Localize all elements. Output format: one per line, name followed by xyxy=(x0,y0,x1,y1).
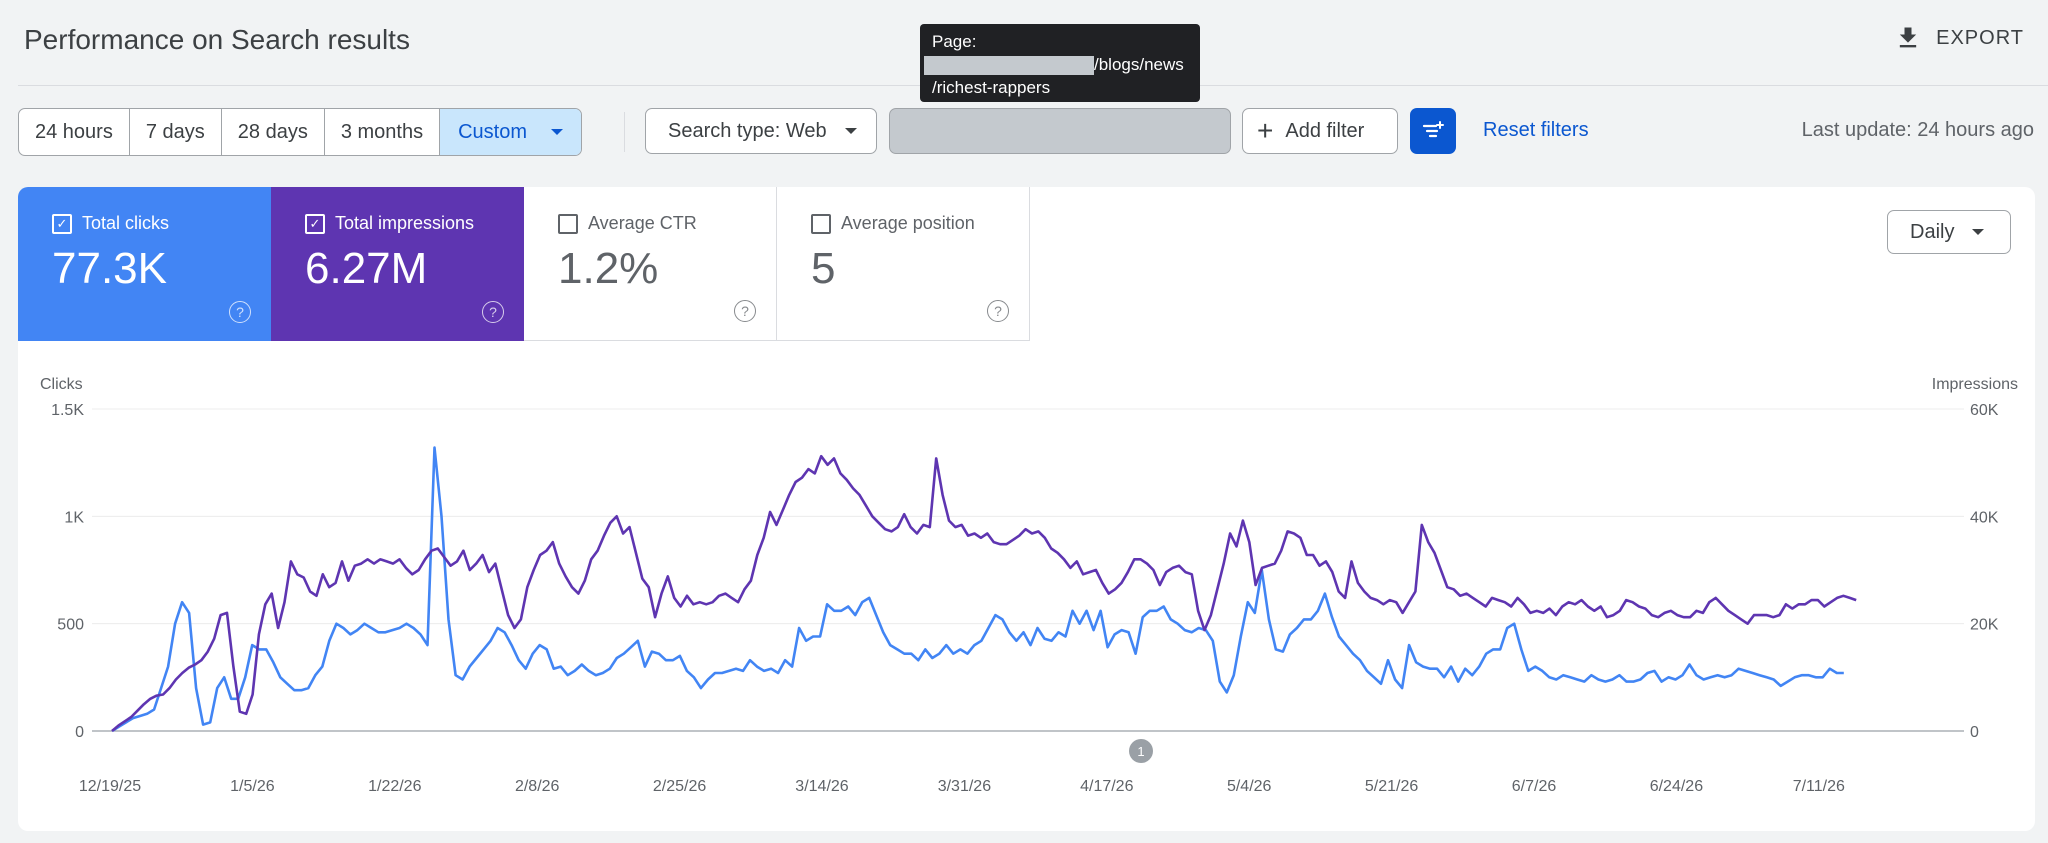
dropdown-caret-icon xyxy=(551,129,564,135)
annotation-marker-label: 1 xyxy=(1137,744,1144,759)
export-label: EXPORT xyxy=(1936,26,2024,49)
left-tick-label: 500 xyxy=(57,617,84,634)
help-icon[interactable]: ? xyxy=(987,300,1009,322)
metric-label: Total impressions xyxy=(335,213,475,233)
left-tick-label: 0 xyxy=(75,724,84,741)
x-tick-label: 3/31/26 xyxy=(938,778,991,795)
right-axis-title: Impressions xyxy=(1932,376,2018,393)
filter-list-icon xyxy=(1422,121,1444,138)
granularity-dropdown[interactable]: Daily xyxy=(1887,210,2011,254)
metric-value: 77.3K xyxy=(52,244,167,293)
left-axis-title: Clicks xyxy=(40,376,83,393)
page-title: Performance on Search results xyxy=(24,24,410,55)
checkbox-checked-icon[interactable]: ✓ xyxy=(305,213,325,234)
toolbar-separator xyxy=(624,112,625,152)
x-tick-label: 3/14/26 xyxy=(795,778,848,795)
checkbox-checked-icon[interactable]: ✓ xyxy=(52,213,72,234)
search-type-dropdown[interactable]: Search type: Web xyxy=(645,108,877,154)
checkbox-unchecked-icon[interactable] xyxy=(811,213,831,234)
help-icon[interactable]: ? xyxy=(482,301,504,323)
annotation-marker[interactable]: 1 xyxy=(1129,739,1153,763)
right-tick-label: 60K xyxy=(1970,402,1999,419)
x-tick-label: 1/22/26 xyxy=(368,778,421,795)
x-tick-label: 5/4/26 xyxy=(1227,778,1272,795)
add-filter-label: Add filter xyxy=(1285,119,1365,142)
x-tick-label: 4/17/26 xyxy=(1080,778,1133,795)
reset-filters-link[interactable]: Reset filters xyxy=(1483,119,1589,141)
range-custom-label: Custom xyxy=(458,120,528,143)
range-24-hours[interactable]: 24 hours xyxy=(19,109,130,155)
performance-card: ✓ Total clicks 77.3K ? ✓ Total impressions… xyxy=(18,187,2035,831)
last-update-text: Last update: 24 hours ago xyxy=(1801,119,2034,141)
metric-label: Average CTR xyxy=(588,213,697,233)
x-tick-label: 12/19/25 xyxy=(79,778,141,795)
help-icon[interactable]: ? xyxy=(734,300,756,322)
metric-total-clicks[interactable]: ✓ Total clicks 77.3K ? xyxy=(18,187,271,341)
left-tick-label: 1K xyxy=(64,509,84,526)
page-filter-chip[interactable] xyxy=(889,108,1231,154)
download-icon xyxy=(1899,27,1917,48)
impressions-series-line xyxy=(111,454,1857,732)
range-7-days[interactable]: 7 days xyxy=(130,109,222,155)
filter-settings-button[interactable] xyxy=(1410,108,1456,154)
metric-label: Average position xyxy=(841,213,975,233)
x-tick-label: 5/21/26 xyxy=(1365,778,1418,795)
right-tick-label: 20K xyxy=(1970,617,1999,634)
x-tick-label: 1/5/26 xyxy=(230,778,275,795)
x-tick-label: 2/8/26 xyxy=(515,778,560,795)
date-range-selector: 24 hours 7 days 28 days 3 months Custom xyxy=(18,108,583,156)
metric-label: Total clicks xyxy=(82,213,170,233)
granularity-label: Daily xyxy=(1910,220,1955,243)
plus-icon: + xyxy=(1257,115,1274,146)
metric-average-position[interactable]: Average position 5 ? xyxy=(777,187,1030,341)
x-tick-label: 6/24/26 xyxy=(1650,778,1703,795)
x-tick-label: 6/7/26 xyxy=(1512,778,1557,795)
export-button[interactable]: EXPORT xyxy=(1894,24,2024,52)
range-3-months[interactable]: 3 months xyxy=(325,109,441,155)
right-tick-label: 0 xyxy=(1970,724,1979,741)
page-tooltip: Page: /blogs/news /richest-rappers xyxy=(920,24,1200,102)
checkbox-unchecked-icon[interactable] xyxy=(558,213,578,234)
search-type-label: Search type: Web xyxy=(668,119,827,142)
add-filter-button[interactable]: + Add filter xyxy=(1242,108,1398,154)
range-28-days[interactable]: 28 days xyxy=(222,109,325,155)
tooltip-line-2: /blogs/news xyxy=(924,53,1188,76)
tooltip-line-1: Page: xyxy=(932,32,977,51)
dropdown-caret-icon xyxy=(844,128,857,134)
clicks-series-line xyxy=(111,446,1844,733)
right-tick-label: 40K xyxy=(1970,509,1999,526)
metric-value: 6.27M xyxy=(305,244,428,293)
metric-average-ctr[interactable]: Average CTR 1.2% ? xyxy=(524,187,777,341)
range-custom[interactable]: Custom xyxy=(440,109,582,155)
tooltip-line-3: /richest-rappers xyxy=(932,78,1051,97)
x-tick-label: 7/11/26 xyxy=(1793,778,1845,795)
metric-value: 1.2% xyxy=(558,244,659,293)
annotation-marker-circle xyxy=(1129,739,1153,763)
dropdown-caret-icon xyxy=(1972,229,1985,235)
x-tick-label: 2/25/26 xyxy=(653,778,706,795)
redacted-domain xyxy=(924,56,1094,76)
metric-total-impressions[interactable]: ✓ Total impressions 6.27M ? xyxy=(271,187,524,341)
metric-value: 5 xyxy=(811,244,836,293)
tooltip-path: /blogs/news xyxy=(1094,55,1184,74)
help-icon[interactable]: ? xyxy=(229,301,251,323)
left-tick-label: 1.5K xyxy=(51,402,84,419)
